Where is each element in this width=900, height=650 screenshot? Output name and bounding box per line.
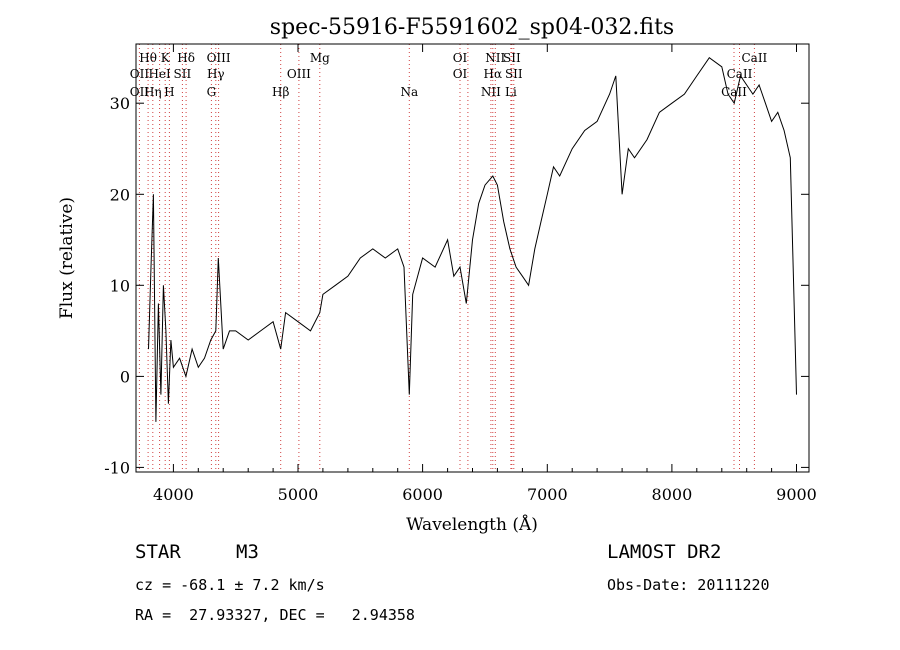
line-label-16: OI <box>453 51 468 65</box>
line-label-17: OI <box>453 67 468 81</box>
emission-line-markers <box>138 44 755 472</box>
line-label-18: NII <box>485 51 505 65</box>
x-tick-label-3: 7000 <box>527 485 568 504</box>
line-label-14: Hβ <box>272 85 289 99</box>
line-label-15: Na <box>400 85 418 99</box>
object-subclass: M3 <box>236 541 259 563</box>
line-label-4: HeI <box>148 67 171 81</box>
line-label-13: OIII <box>287 67 311 81</box>
redshift-velocity: cz = -68.1 ± 7.2 km/s <box>135 576 325 594</box>
line-label-24: CaII <box>741 51 767 65</box>
line-label-23: Li <box>505 85 517 99</box>
plot-frame <box>135 43 810 473</box>
line-label-5: SII <box>174 67 192 81</box>
y-tick-label-4: 30 <box>110 94 130 113</box>
line-label-26: CaII <box>721 85 747 99</box>
spectrum-series <box>148 56 797 422</box>
object-class: STAR <box>135 541 181 563</box>
x-tick-label-2: 6000 <box>402 485 443 504</box>
x-tick-label-0: 4000 <box>153 485 194 504</box>
line-label-1: K <box>161 51 171 65</box>
survey-name: LAMOST DR2 <box>607 541 722 563</box>
y-tick-label-2: 10 <box>110 276 130 295</box>
x-axis-label: Wavelength (Å) <box>406 514 538 535</box>
line-label-8: H <box>164 85 174 99</box>
x-tick-label-5: 9000 <box>776 485 817 504</box>
line-label-3: OII <box>130 67 150 81</box>
line-label-9: OIII <box>207 51 231 65</box>
chart-title: spec-55916-F5591602_sp04-032.fits <box>270 15 674 40</box>
y-tick-label-3: 20 <box>110 185 130 204</box>
line-label-10: Hγ <box>207 67 225 81</box>
line-label-22: NII <box>481 85 501 99</box>
line-label-7: Hη <box>144 85 162 99</box>
line-label-12: Mg <box>310 51 330 65</box>
line-label-11: G <box>207 85 217 99</box>
y-axis-label: Flux (relative) <box>57 197 77 319</box>
line-label-19: SII <box>503 51 521 65</box>
y-tick-label-1: 0 <box>120 367 130 386</box>
line-label-2: Hδ <box>177 51 195 65</box>
line-label-20: Hα <box>484 67 503 81</box>
line-label-0: Hθ <box>139 51 157 65</box>
x-tick-label-1: 5000 <box>278 485 319 504</box>
spectrum-line <box>148 56 797 422</box>
y-tick-label-0: -10 <box>104 458 130 477</box>
axis-ticks: 4000 5000 6000 7000 8000 9000 -10 0 10 20 30 <box>104 44 817 504</box>
observation-date: Obs-Date: 20111220 <box>607 576 770 594</box>
sky-coordinates: RA = 27.93327, DEC = 2.94358 <box>135 606 415 624</box>
line-label-25: CaII <box>727 67 753 81</box>
line-label-21: SII <box>505 67 523 81</box>
line-label-6: OII <box>130 85 150 99</box>
x-tick-label-4: 8000 <box>652 485 693 504</box>
